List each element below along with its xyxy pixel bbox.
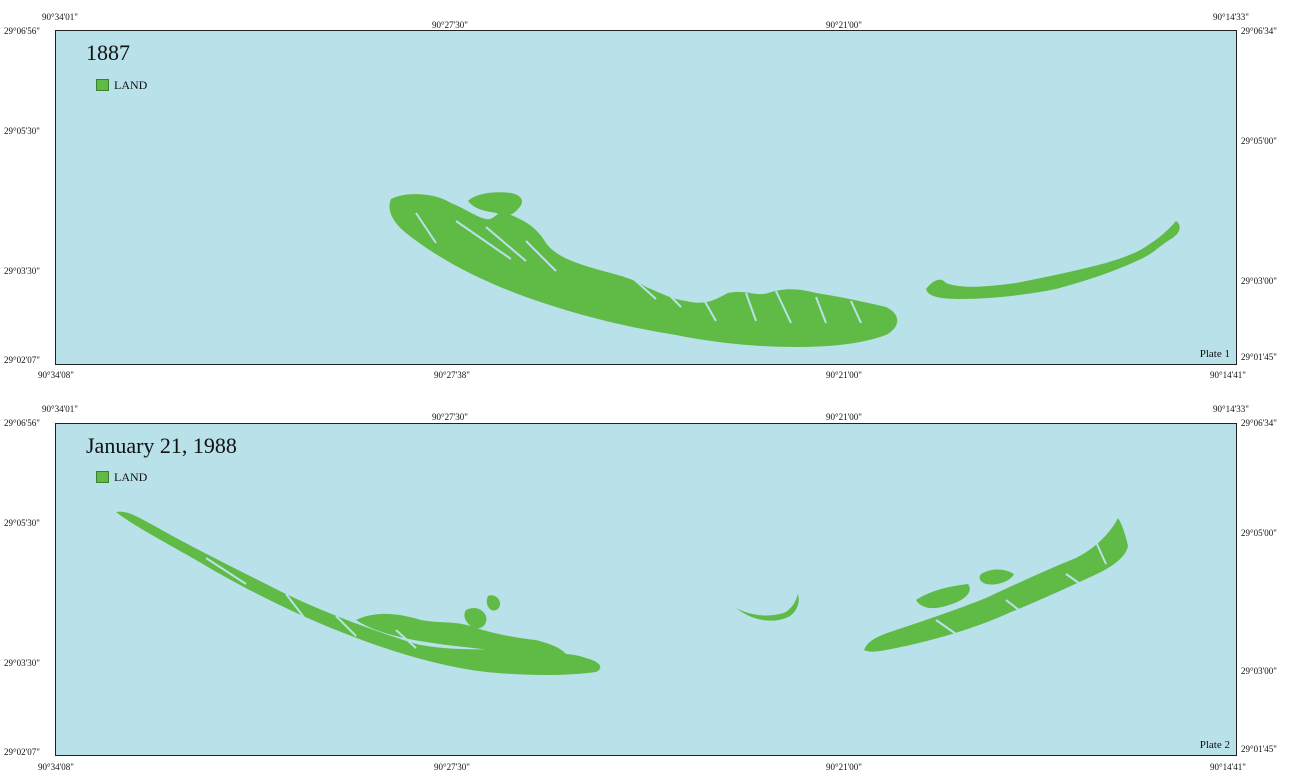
plate-title-1887: 1887 bbox=[86, 40, 130, 65]
legend-label: LAND bbox=[114, 470, 148, 484]
water-channels-1988 bbox=[205, 541, 1107, 649]
land-1887-east-island bbox=[926, 221, 1180, 299]
land-1988-east-fragments bbox=[916, 584, 970, 609]
right-tick-1: 29°06'34" bbox=[1241, 418, 1277, 428]
top-tick-3: 90°21'00" bbox=[826, 412, 862, 422]
bottom-tick-2: 90°27'30" bbox=[434, 762, 470, 772]
water-channels-1887 bbox=[415, 212, 862, 324]
map-1988-svg bbox=[116, 511, 1128, 675]
land-swatch bbox=[96, 79, 109, 91]
map-1887-svg bbox=[389, 192, 1180, 347]
right-tick-4: 29°01'45" bbox=[1241, 352, 1277, 362]
top-tick-4: 90°14'33" bbox=[1213, 12, 1249, 22]
left-tick-4: 29°02'07" bbox=[4, 747, 40, 757]
left-tick-2: 29°05'30" bbox=[4, 126, 40, 136]
top-tick-3: 90°21'00" bbox=[826, 20, 862, 30]
left-tick-4: 29°02'07" bbox=[4, 355, 40, 365]
left-tick-3: 29°03'30" bbox=[4, 658, 40, 668]
land-1988-east-island bbox=[864, 518, 1128, 652]
left-tick-1: 29°06'56" bbox=[4, 26, 40, 36]
plate-label-2: Plate 2 bbox=[1199, 739, 1230, 751]
left-tick-3: 29°03'30" bbox=[4, 266, 40, 276]
legend-1988: LAND bbox=[96, 470, 147, 484]
bottom-tick-1: 90°34'08" bbox=[38, 762, 74, 772]
left-tick-1: 29°06'56" bbox=[4, 418, 40, 428]
bottom-tick-4: 90°14'41" bbox=[1210, 762, 1246, 772]
right-tick-3: 29°03'00" bbox=[1241, 666, 1277, 676]
land-1988-west-island bbox=[116, 511, 601, 675]
map-panel-1988: January 21, 1988 LAND Plate 2 bbox=[55, 423, 1237, 756]
right-tick-3: 29°03'00" bbox=[1241, 276, 1277, 286]
bottom-tick-2: 90°27'38" bbox=[434, 370, 470, 380]
bottom-tick-3: 90°21'00" bbox=[826, 762, 862, 772]
bottom-tick-1: 90°34'08" bbox=[38, 370, 74, 380]
land-swatch bbox=[96, 471, 109, 483]
legend-1887: LAND bbox=[96, 78, 147, 92]
top-tick-4: 90°14'33" bbox=[1213, 404, 1249, 414]
land-1887-north-lobe bbox=[468, 192, 522, 216]
plate-label-1: Plate 1 bbox=[1199, 348, 1230, 360]
right-tick-2: 29°05'00" bbox=[1241, 136, 1277, 146]
land-1988-west-fragment-a bbox=[464, 608, 487, 629]
legend-label: LAND bbox=[114, 78, 148, 92]
land-1988-central-crescent bbox=[736, 594, 799, 621]
map-panel-1887: 1887 LAND Plate 1 bbox=[55, 30, 1237, 365]
top-tick-1: 90°34'01" bbox=[42, 12, 78, 22]
right-tick-1: 29°06'34" bbox=[1241, 26, 1277, 36]
right-tick-4: 29°01'45" bbox=[1241, 744, 1277, 754]
top-tick-1: 90°34'01" bbox=[42, 404, 78, 414]
land-1988-west-fragment-b bbox=[486, 595, 501, 611]
right-tick-2: 29°05'00" bbox=[1241, 528, 1277, 538]
land-1988-west-marsh bbox=[356, 613, 566, 655]
plate-title-1988: January 21, 1988 bbox=[86, 433, 237, 458]
top-tick-2: 90°27'30" bbox=[432, 20, 468, 30]
land-1887-west-island bbox=[389, 194, 898, 347]
left-tick-2: 29°05'30" bbox=[4, 518, 40, 528]
land-1988-east-fragment-2 bbox=[979, 569, 1014, 585]
bottom-tick-3: 90°21'00" bbox=[826, 370, 862, 380]
bottom-tick-4: 90°14'41" bbox=[1210, 370, 1246, 380]
top-tick-2: 90°27'30" bbox=[432, 412, 468, 422]
